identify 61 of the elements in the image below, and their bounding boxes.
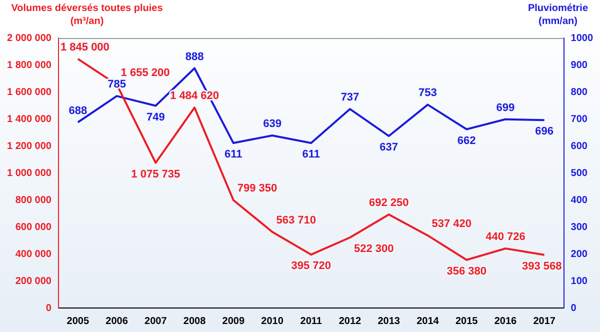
data-label: 688 [68,104,88,117]
y-tick-label: 1 400 000 [6,114,52,125]
data-label: 696 [535,126,554,138]
x-tick-label: 2013 [378,316,400,327]
y2-tick-label: 200 [570,248,588,260]
y2-tick-label: 1000 [570,32,594,44]
x-tick-label: 2015 [455,316,478,327]
y-axis-title: Volumes déversés toutes pluies (m³/an) [10,2,164,28]
x-tick-label: 2006 [106,316,128,327]
data-label: 737 [340,92,360,104]
x-tick-label: 2007 [144,316,168,327]
x-tick-label: 2008 [183,316,206,327]
y2-tick-label: 400 [570,194,588,206]
data-label: 692 250 [368,197,409,210]
y-tick-label: 1 200 000 [6,140,52,152]
y-tick-label: 1 800 000 [6,60,52,71]
y2-tick-label: 800 [570,86,588,98]
data-label: 637 [380,142,398,154]
data-label: 537 420 [432,218,472,230]
data-label: 888 [185,50,204,63]
data-label: 611 [302,148,320,161]
y2-axis-title: Pluviométrie (mm/an) [526,2,590,28]
data-label: 522 300 [354,243,394,256]
data-label: 639 [263,118,282,130]
data-label: 799 350 [237,182,278,195]
y2-tick-label: 100 [570,276,588,287]
y-tick-label: 2 000 000 [6,32,52,44]
data-label: 699 [496,102,515,114]
data-label: 749 [146,111,165,124]
x-tick-label: 2017 [533,316,556,327]
y-tick-label: 1 000 000 [6,168,52,179]
data-label: 753 [418,87,437,100]
data-label: 1 655 200 [120,67,170,80]
data-label: 356 380 [446,265,486,278]
y2-tick-label: 700 [570,114,588,125]
y-tick-label: 400 000 [15,248,52,260]
data-label: 563 710 [276,214,316,226]
y2-tick-label: 300 [570,222,588,233]
y-tick-label: 1 600 000 [6,86,52,98]
data-label: 662 [457,134,476,147]
y2-tick-label: 0 [570,302,577,314]
x-tick-label: 2016 [494,316,518,327]
data-label: 393 568 [522,260,562,272]
x-tick-label: 2011 [300,316,322,327]
x-tick-label: 2009 [222,316,245,327]
y2-tick-label: 500 [570,168,588,179]
x-tick-label: 2012 [338,316,362,327]
y2-tick-label: 900 [570,60,588,71]
data-label: 440 726 [486,231,526,244]
x-tick-label: 2010 [261,316,284,327]
y-tick-label: 600 000 [15,222,52,233]
data-label: 1 845 000 [60,41,110,54]
y-tick-label: 800 000 [15,194,52,206]
y-tick-label: 200 000 [15,276,52,287]
y-tick-label: 0 [46,302,52,314]
x-tick-label: 2014 [416,316,440,327]
x-tick-label: 2005 [66,316,90,327]
y2-tick-label: 600 [570,140,588,152]
data-label: 611 [224,148,242,161]
data-label: 1 075 735 [131,168,180,180]
data-label: 395 720 [291,260,332,272]
